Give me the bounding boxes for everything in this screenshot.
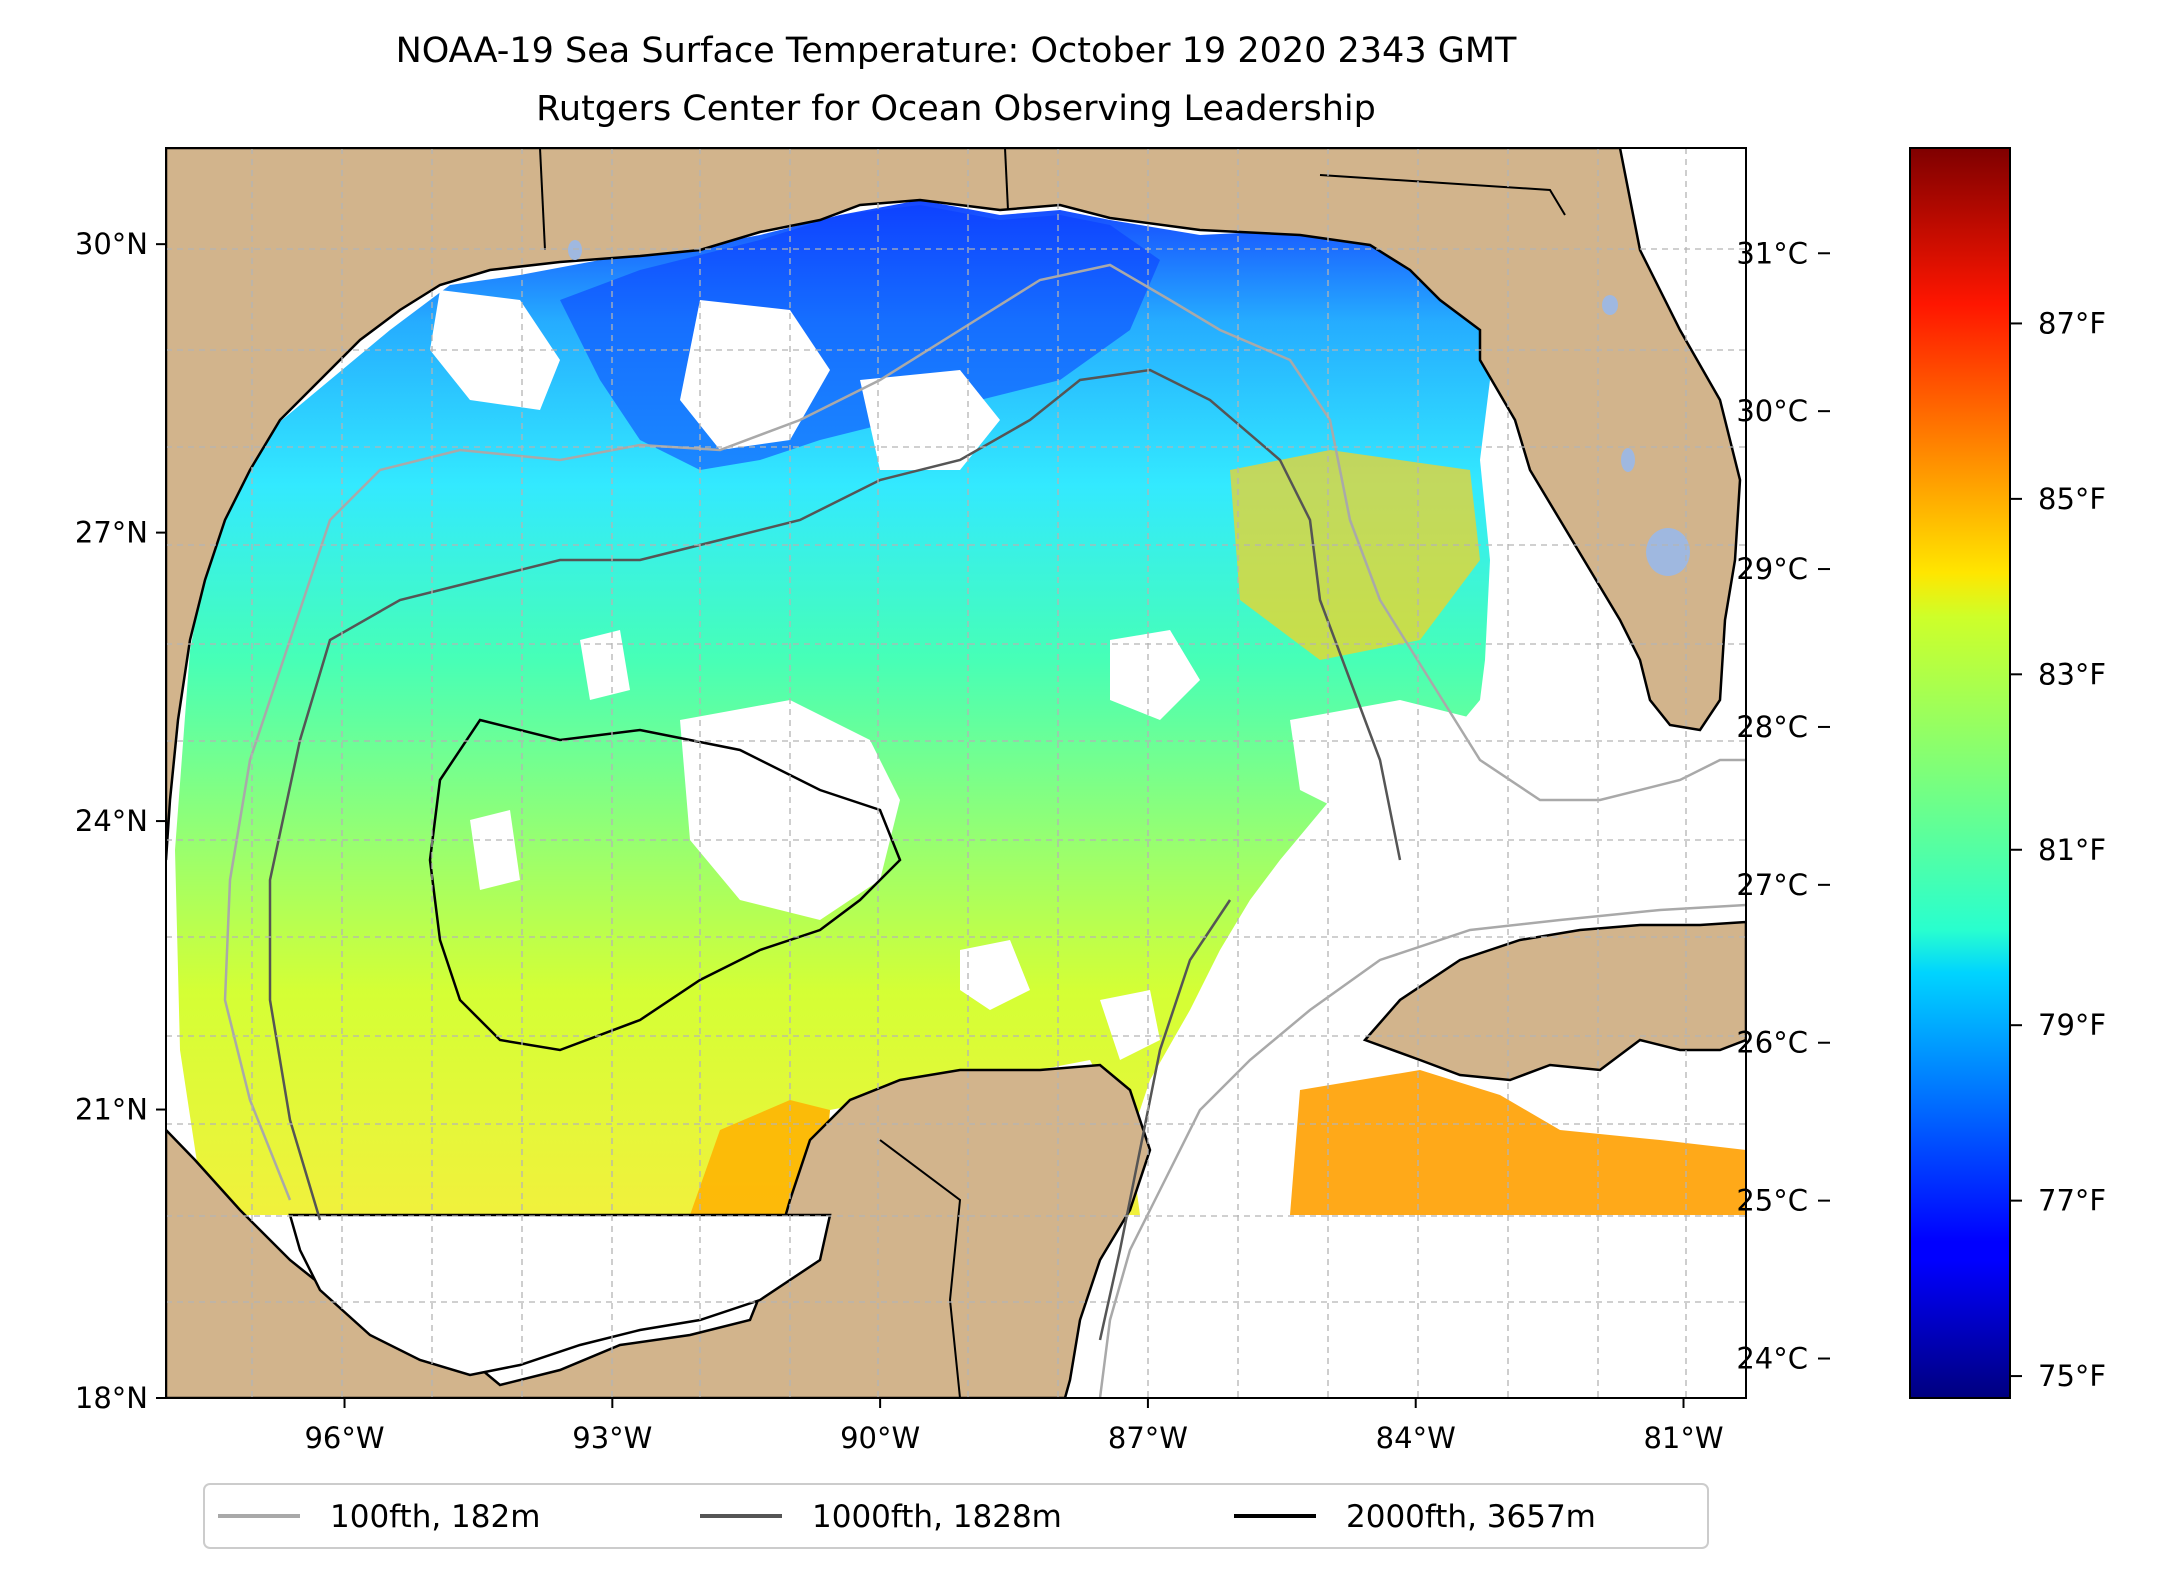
contour-1000fth — [268, 368, 1402, 1221]
legend-label-100fth: 100fth, 182m — [330, 1499, 540, 1535]
land-cuba — [1362, 920, 1746, 1082]
legend-label-1000fth: 1000fth, 1828m — [812, 1499, 1062, 1535]
lakes — [568, 240, 1690, 576]
contour-2000fth — [428, 718, 902, 1052]
cbar-c-tick-26: 26°C — [1736, 1026, 1808, 1060]
land-masses — [166, 148, 1746, 1398]
colorbar-gradient — [1909, 147, 2011, 1399]
legend-label-2000fth: 2000fth, 3657m — [1346, 1499, 1596, 1535]
lon-tick-label-93w: 93°W — [572, 1421, 652, 1455]
legend-box — [203, 1483, 1709, 1549]
title-line-1: NOAA-19 Sea Surface Temperature: October… — [396, 31, 1517, 71]
contour-1000fth-east — [1098, 899, 1232, 1341]
cbar-f-tick-75: 75°F — [2038, 1359, 2106, 1393]
colorbar: 31°C 30°C 29°C 28°C 27°C 26°C 25°C 24°C … — [1736, 147, 2106, 1399]
lat-tick-label-18: 18°N — [75, 1381, 148, 1415]
cbar-c-tick-27: 27°C — [1736, 868, 1808, 902]
legend: 100fth, 182m 1000fth, 1828m 2000fth, 365… — [203, 1483, 1709, 1549]
map-panel: 30°N 27°N 24°N 21°N 18°N 96°W 93°W 90°W … — [75, 147, 1747, 1455]
subtitle-line-2: Rutgers Center for Ocean Observing Leade… — [536, 89, 1376, 129]
longitude-axis: 96°W 93°W 90°W 87°W 84°W 81°W — [304, 1421, 1723, 1455]
cbar-f-tick-81: 81°F — [2038, 833, 2106, 867]
lon-tick-label-90w: 90°W — [840, 1421, 920, 1455]
colorbar-fahrenheit-ticks: 87°F 85°F 83°F 81°F 79°F 77°F 75°F — [2038, 306, 2106, 1393]
cbar-f-tick-83: 83°F — [2038, 657, 2106, 691]
lat-tick-label-21: 21°N — [75, 1093, 148, 1127]
cbar-f-tick-87: 87°F — [2038, 306, 2106, 340]
contour-100fth — [223, 263, 1746, 1201]
cbar-f-tick-77: 77°F — [2038, 1184, 2106, 1218]
contour-100fth-south — [1098, 903, 1746, 1398]
lon-tick-label-84w: 84°W — [1376, 1421, 1456, 1455]
cbar-c-tick-29: 29°C — [1736, 552, 1808, 586]
map-frame — [165, 147, 1747, 1399]
sst-warm-caribbean — [1290, 1070, 1746, 1215]
legend-entry-1000fth: 1000fth, 1828m — [700, 1499, 1062, 1535]
land-us-gulf-coast — [166, 148, 1742, 861]
legend-entry-2000fth: 2000fth, 3657m — [1234, 1499, 1596, 1535]
cbar-c-tick-24: 24°C — [1736, 1342, 1808, 1376]
cbar-c-tick-30: 30°C — [1736, 394, 1808, 428]
bay-of-campeche — [288, 1213, 832, 1377]
colorbar-celsius-ticks: 31°C 30°C 29°C 28°C 27°C 26°C 25°C 24°C — [1736, 236, 1808, 1375]
cbar-c-tick-31: 31°C — [1736, 236, 1808, 270]
cbar-f-tick-79: 79°F — [2038, 1008, 2106, 1042]
cbar-c-tick-25: 25°C — [1736, 1184, 1808, 1218]
lon-tick-label-81w: 81°W — [1643, 1421, 1723, 1455]
bathymetry-contours — [223, 263, 1746, 1398]
lat-tick-label-24: 24°N — [75, 804, 148, 838]
borders — [539, 148, 1566, 1398]
cbar-c-tick-28: 28°C — [1736, 710, 1808, 744]
lat-tick-label-30: 30°N — [75, 227, 148, 261]
lon-tick-label-96w: 96°W — [304, 1421, 384, 1455]
legend-entry-100fth: 100fth, 182m — [218, 1499, 540, 1535]
lon-tick-label-87w: 87°W — [1108, 1421, 1188, 1455]
lat-tick-label-27: 27°N — [75, 516, 148, 550]
cloud-gaps — [430, 290, 1480, 1060]
latitude-axis: 30°N 27°N 24°N 21°N 18°N — [75, 227, 148, 1415]
cbar-f-tick-85: 85°F — [2038, 482, 2106, 516]
